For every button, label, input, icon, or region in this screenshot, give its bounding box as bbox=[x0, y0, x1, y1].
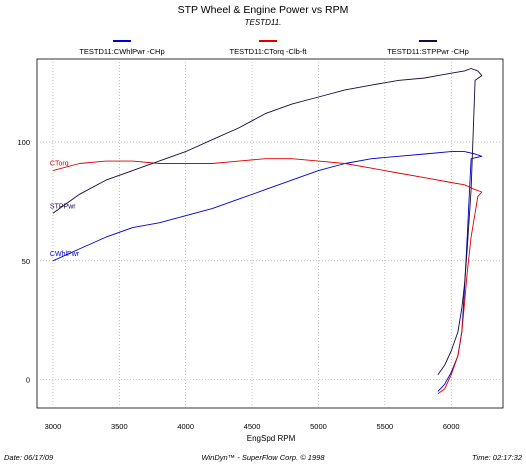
x-axis-label: EngSpd RPM bbox=[247, 434, 296, 443]
series-inline-label: CWhlPwr bbox=[50, 251, 80, 258]
series-line bbox=[52, 68, 483, 376]
y-tick-label: 0 bbox=[26, 376, 30, 385]
series-layer: CWhlPwr CTorq STPPwr bbox=[50, 68, 483, 395]
x-tick-label: 5500 bbox=[376, 422, 393, 431]
x-tick-label: 4500 bbox=[244, 422, 261, 431]
series-inline-label: CTorq bbox=[50, 161, 69, 168]
tick-labels: 3000 3500 4000 4500 5000 5500 6000 100 50 0 bbox=[17, 138, 459, 431]
legend-entry: TESTD11:CTorq -Clb-ft bbox=[230, 47, 308, 56]
footer-credit: WinDyn™ - SuperFlow Corp. © 1998 bbox=[201, 453, 325, 462]
grid bbox=[37, 59, 503, 408]
legend-entry: TESTD11:STPPwr -CHp bbox=[387, 47, 469, 56]
chart-title: STP Wheel & Engine Power vs RPM bbox=[178, 4, 349, 16]
footer-date: Date: 06/17/09 bbox=[4, 453, 54, 462]
y-tick-label: 50 bbox=[22, 257, 30, 266]
plot-frame bbox=[36, 58, 504, 409]
x-tick-label: 5000 bbox=[310, 422, 327, 431]
x-tick-label: 6000 bbox=[443, 422, 460, 431]
legend-entry: TESTD11:CWhlPwr -CHp bbox=[79, 47, 164, 56]
y-tick-label: 100 bbox=[17, 138, 30, 147]
x-tick-label: 4000 bbox=[177, 422, 194, 431]
chart-subtitle: TESTD11. bbox=[245, 18, 282, 27]
footer-time: Time: 02:17:32 bbox=[472, 453, 523, 462]
legend: TESTD11:CWhlPwr -CHp TESTD11:CTorq -Clb-f… bbox=[79, 40, 469, 56]
series-line bbox=[52, 158, 483, 395]
x-tick-label: 3500 bbox=[111, 422, 128, 431]
series-inline-label: STPPwr bbox=[50, 203, 76, 210]
x-tick-label: 3000 bbox=[45, 422, 62, 431]
